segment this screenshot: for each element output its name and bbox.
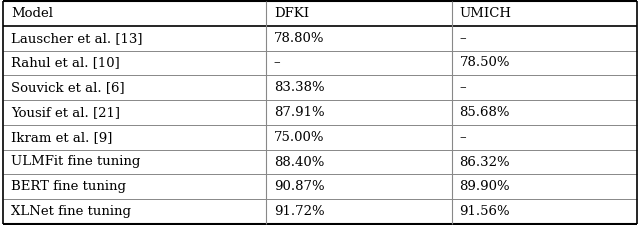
Text: Rahul et al. [10]: Rahul et al. [10]: [11, 56, 120, 70]
Text: DFKI: DFKI: [274, 7, 309, 20]
Text: 78.50%: 78.50%: [460, 56, 510, 70]
Text: 88.40%: 88.40%: [274, 155, 324, 169]
Text: Ikram et al. [9]: Ikram et al. [9]: [11, 131, 112, 144]
Text: 85.68%: 85.68%: [460, 106, 510, 119]
Text: Lauscher et al. [13]: Lauscher et al. [13]: [11, 32, 142, 45]
Text: Model: Model: [11, 7, 53, 20]
Text: –: –: [460, 81, 466, 94]
Text: –: –: [460, 32, 466, 45]
Text: Yousif et al. [21]: Yousif et al. [21]: [11, 106, 120, 119]
Text: 91.72%: 91.72%: [274, 205, 324, 218]
Text: UMICH: UMICH: [460, 7, 511, 20]
Text: 75.00%: 75.00%: [274, 131, 324, 144]
Text: 89.90%: 89.90%: [460, 180, 510, 193]
Text: 90.87%: 90.87%: [274, 180, 324, 193]
Text: ULMFit fine tuning: ULMFit fine tuning: [11, 155, 140, 169]
Text: Souvick et al. [6]: Souvick et al. [6]: [11, 81, 125, 94]
Text: BERT fine tuning: BERT fine tuning: [11, 180, 126, 193]
Text: 86.32%: 86.32%: [460, 155, 510, 169]
Text: 83.38%: 83.38%: [274, 81, 324, 94]
Text: –: –: [460, 131, 466, 144]
Text: –: –: [274, 56, 280, 70]
Text: 87.91%: 87.91%: [274, 106, 324, 119]
Text: XLNet fine tuning: XLNet fine tuning: [11, 205, 131, 218]
Text: 78.80%: 78.80%: [274, 32, 324, 45]
Text: 91.56%: 91.56%: [460, 205, 510, 218]
